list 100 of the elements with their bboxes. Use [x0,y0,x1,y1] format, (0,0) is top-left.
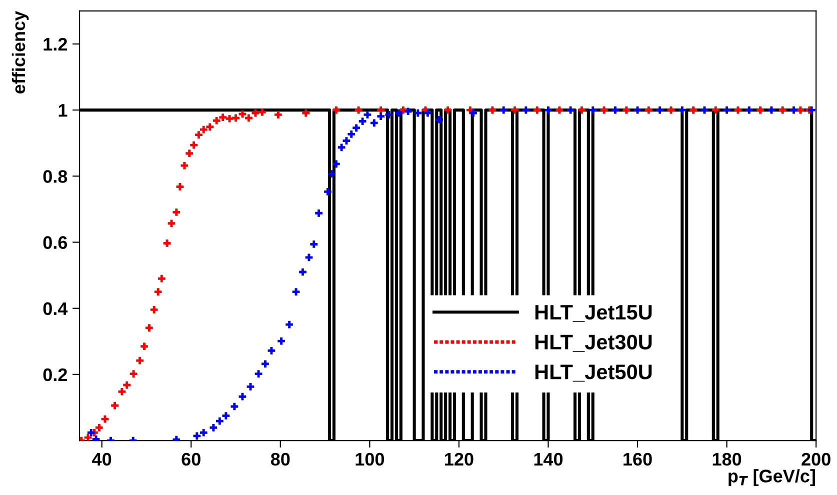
x-axis-title: p$_{T}$ [GeV/c] [728,469,815,486]
point [370,119,378,127]
y-axis-title: efficiency [12,10,29,94]
point [678,106,686,114]
x-tick-label: 40 [92,452,112,466]
point [219,114,226,121]
point [656,106,664,114]
point [190,141,198,149]
x-tick-label: 140 [534,452,563,466]
y-tick-label: 0.6 [43,236,68,249]
point [195,131,202,139]
point [622,106,630,114]
point [302,109,310,117]
point [352,124,360,132]
point [268,346,276,354]
point [150,306,158,314]
point [84,434,92,441]
point [348,130,356,138]
legend-label: HLT_Jet15U [535,305,652,322]
point [305,254,313,262]
point [500,106,508,114]
point [511,106,518,114]
point [556,106,564,114]
legend-label: HLT_Jet50U [535,364,652,382]
point [385,110,393,118]
point [377,112,385,120]
point [158,274,166,282]
point [254,370,262,378]
point [734,106,742,114]
x-tick-label: 60 [182,452,200,466]
point [123,381,131,389]
point [95,424,103,432]
point [238,392,246,400]
point [310,240,318,248]
point [258,108,266,116]
point [274,110,282,118]
point [210,424,218,432]
x-tick-label: 80 [270,452,290,466]
point [566,106,574,114]
point [600,106,608,114]
point [328,170,336,178]
x-tick-label: 120 [445,452,474,466]
y-tick-label: 0.2 [43,368,67,382]
point [172,208,180,216]
point [377,106,385,114]
y-tick-label: 1 [58,104,68,117]
y-tick-label: 1.2 [44,38,67,50]
point [723,106,730,114]
point [180,162,188,170]
x-tick-label: 160 [624,452,652,466]
point [338,144,346,152]
point [118,388,126,396]
point [163,240,171,247]
point [168,220,176,228]
x-tick-label: 200 [802,452,830,466]
point [645,106,652,114]
point [278,337,285,345]
point [101,415,109,423]
point [245,114,252,122]
point [262,360,269,368]
point [470,109,477,117]
point [212,116,220,124]
point [292,288,300,296]
x-tick-label: 180 [712,452,742,466]
point [444,106,452,114]
point [145,324,153,332]
point [200,428,208,436]
point [796,106,804,114]
point [87,428,95,436]
point [315,209,322,217]
point [612,106,619,114]
point [358,118,366,125]
x-tick-label: 100 [356,452,384,466]
legend-label: HLT_Jet30U [535,334,652,352]
point [544,106,552,114]
point [342,137,350,144]
point [424,109,432,117]
point [745,106,753,114]
point [756,106,764,114]
point [436,116,443,124]
point [533,106,541,114]
point [488,106,496,114]
point [522,106,530,114]
point [136,356,144,364]
point [712,106,720,114]
point [222,412,230,420]
point [200,126,208,134]
point [140,342,148,350]
point [286,320,293,328]
y-tick-label: 0.8 [43,170,68,183]
point [154,288,162,296]
point [130,370,138,378]
point [176,183,184,190]
point [332,106,340,114]
point [404,108,412,116]
point [230,402,238,410]
point [690,106,697,114]
point [186,150,194,158]
point [206,123,214,131]
point [332,160,340,168]
